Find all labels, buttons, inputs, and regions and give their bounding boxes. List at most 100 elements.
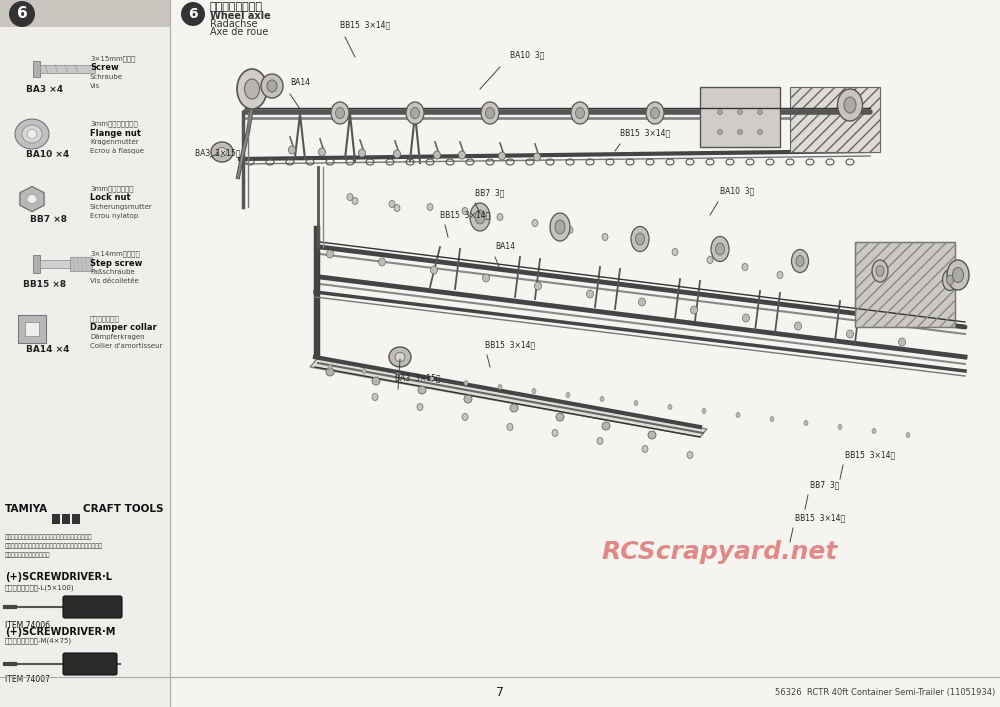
Ellipse shape [690,306,698,314]
Ellipse shape [22,125,42,143]
Ellipse shape [631,226,649,252]
Text: BB7  3㎜: BB7 3㎜ [475,188,504,197]
Text: プラスドライバー‐M(4×75): プラスドライバー‐M(4×75) [5,638,72,644]
Ellipse shape [876,266,884,276]
Text: ダンパーカラー: ダンパーカラー [90,316,120,322]
Ellipse shape [27,194,37,204]
Ellipse shape [318,148,326,156]
Ellipse shape [267,80,277,92]
Bar [790,87,880,152]
Text: BA10  3㎜: BA10 3㎜ [720,186,754,195]
Text: 3mmフランジナット: 3mmフランジナット [90,121,138,127]
Ellipse shape [482,274,490,282]
Ellipse shape [237,69,267,109]
Ellipse shape [738,129,742,134]
Text: Schraube: Schraube [90,74,123,80]
Ellipse shape [418,386,426,394]
Bar [25,322,39,336]
Text: Paßschraube: Paßschraube [90,269,135,275]
Polygon shape [310,359,707,437]
Ellipse shape [716,243,724,255]
Ellipse shape [510,404,518,412]
Ellipse shape [566,392,570,397]
Text: (+)SCREWDRIVER·M: (+)SCREWDRIVER·M [5,627,115,637]
Text: ITEM 74006: ITEM 74006 [5,621,50,629]
Ellipse shape [396,373,400,378]
Bar [700,87,780,147]
Ellipse shape [718,129,722,134]
Ellipse shape [534,153,540,161]
Ellipse shape [736,412,740,418]
Ellipse shape [244,79,260,99]
Ellipse shape [794,322,802,330]
Ellipse shape [602,422,610,430]
Ellipse shape [792,250,808,272]
Bar [52,514,60,524]
FancyBboxPatch shape [63,596,122,618]
Text: BA14 ×4: BA14 ×4 [26,345,70,354]
Text: RCScrapyard.net: RCScrapyard.net [602,540,838,564]
Ellipse shape [9,1,35,27]
Ellipse shape [417,404,423,411]
Ellipse shape [372,377,380,385]
Text: BB15  3×14㎜: BB15 3×14㎜ [845,450,895,459]
Bar [40,260,70,268]
Text: Collier d'amortisseur: Collier d'amortisseur [90,343,162,349]
Bar [0,0,170,27]
Ellipse shape [947,260,969,290]
Ellipse shape [498,385,502,390]
Ellipse shape [648,431,656,439]
Ellipse shape [796,255,804,267]
Ellipse shape [395,353,405,361]
Ellipse shape [328,365,332,370]
Text: Vis décolletée: Vis décolletée [90,278,139,284]
Ellipse shape [331,102,349,124]
Text: ITEM 74007: ITEM 74007 [5,675,50,684]
Ellipse shape [532,219,538,226]
Ellipse shape [634,400,638,406]
Text: BA3 ×4: BA3 ×4 [26,85,64,94]
Ellipse shape [758,110,763,115]
Bar [72,514,80,524]
Ellipse shape [378,258,386,266]
Text: 良い工具こそ作品作りのための第一歩。本格派をめざす: 良い工具こそ作品作りのための第一歩。本格派をめざす [5,534,92,539]
Ellipse shape [427,204,433,211]
Text: BA3  3×15㎜: BA3 3×15㎜ [395,373,440,382]
Text: BB15  3×14㎜: BB15 3×14㎜ [795,513,845,522]
Bar [855,242,955,327]
Ellipse shape [718,110,722,115]
Text: Step screw: Step screw [90,259,142,267]
Bar [33,61,40,77]
Text: BB7 ×8: BB7 ×8 [30,215,66,224]
Ellipse shape [352,197,358,204]
Ellipse shape [430,266,438,274]
Ellipse shape [687,452,693,459]
Ellipse shape [470,203,490,231]
Ellipse shape [534,282,542,290]
Ellipse shape [326,368,334,376]
Text: 3×14mm段付ビス: 3×14mm段付ビス [90,251,140,257]
Text: BA10  3㎜: BA10 3㎜ [510,50,544,59]
Bar [62,514,70,524]
Ellipse shape [507,423,513,431]
Text: Flange nut: Flange nut [90,129,141,137]
Text: Damper collar: Damper collar [90,324,157,332]
Ellipse shape [711,237,729,262]
Ellipse shape [362,368,366,373]
Ellipse shape [906,433,910,438]
Ellipse shape [637,240,643,247]
Ellipse shape [576,107,584,119]
Ellipse shape [952,267,964,283]
Ellipse shape [770,416,774,421]
Ellipse shape [27,129,37,139]
Ellipse shape [336,107,344,119]
Text: BB15  3×14㎜: BB15 3×14㎜ [340,20,390,29]
Ellipse shape [347,194,353,201]
Ellipse shape [552,429,558,436]
Ellipse shape [288,146,296,154]
Ellipse shape [556,413,564,421]
Ellipse shape [777,271,783,279]
Text: プラスドライバー‐L(5×100): プラスドライバー‐L(5×100) [5,585,75,591]
Ellipse shape [462,207,468,214]
Ellipse shape [707,257,713,264]
